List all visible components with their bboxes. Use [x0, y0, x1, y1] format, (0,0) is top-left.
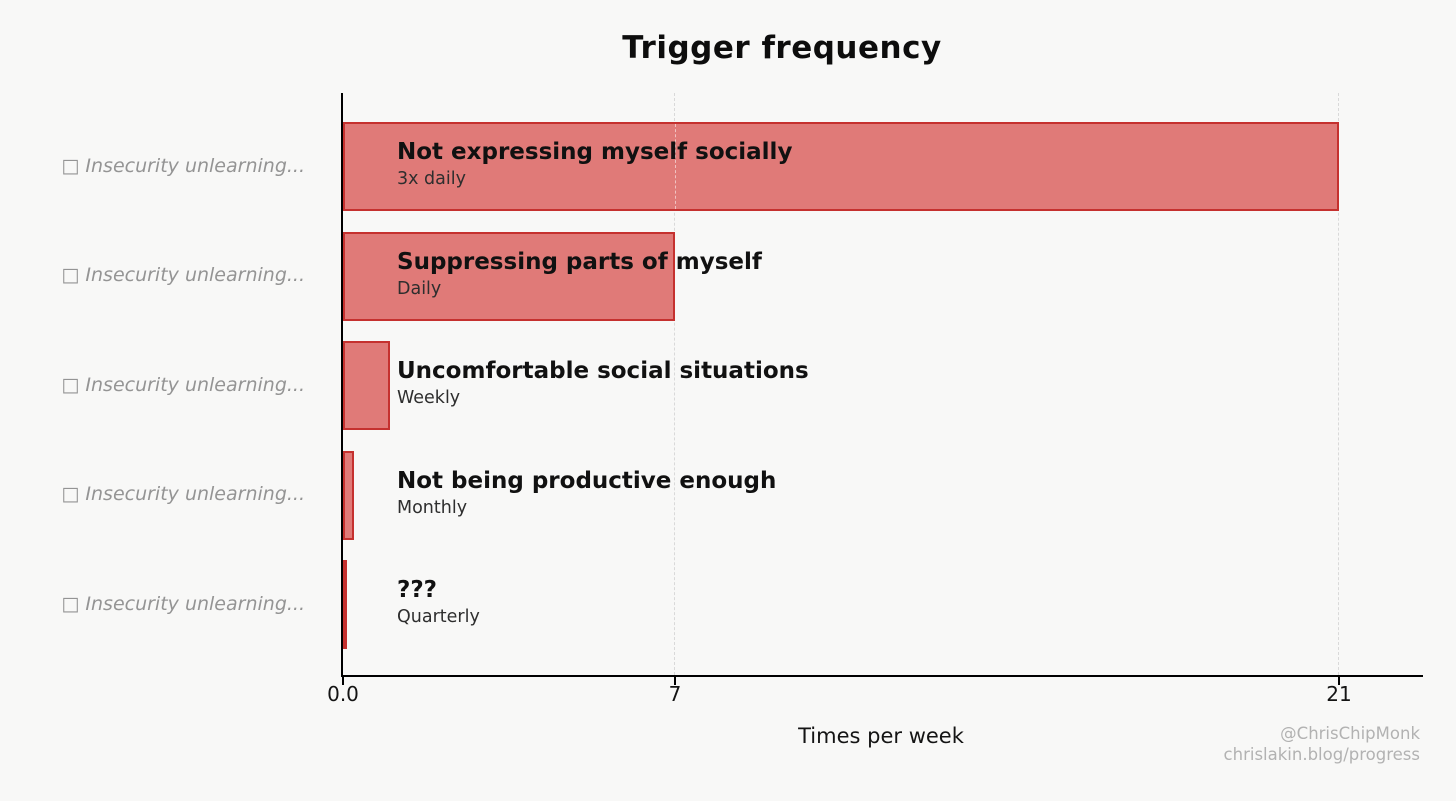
watermark-handle: @ChrisChipMonk	[1280, 724, 1420, 743]
bar	[343, 231, 675, 321]
gridline	[1338, 93, 1340, 675]
plot-area: Not expressing myself socially 3x daily Su…	[327, 93, 1423, 706]
watermark: @ChrisChipMonk chrislakin.blog/progress	[1224, 723, 1420, 765]
x-axis-label: Times per week	[798, 724, 964, 748]
bar-frequency: Daily	[397, 278, 442, 299]
bar-label: ???	[397, 577, 438, 604]
x-tick-mark	[1338, 677, 1341, 685]
gridline	[674, 93, 675, 675]
x-tick-label: 7	[668, 682, 682, 706]
bar-frequency: Monthly	[397, 497, 468, 518]
bar-annotation: Not expressing myself socially 3x daily	[397, 138, 792, 191]
bar-annotation: Not being productive enough Monthly	[397, 467, 776, 520]
x-tick-mark	[342, 677, 344, 685]
bar	[343, 341, 391, 431]
bar	[343, 560, 347, 650]
y-tick-label: □ Insecurity unlearning...	[61, 483, 305, 506]
bar-annotation: Suppressing parts of myself Daily	[397, 248, 762, 301]
x-tick-label: 0.0	[327, 682, 359, 706]
bar-label: Suppressing parts of myself	[397, 248, 762, 275]
bar-annotation: ??? Quarterly	[397, 576, 480, 629]
y-tick-label: □ Insecurity unlearning...	[61, 592, 305, 615]
bar-label: Uncomfortable social situations	[397, 358, 809, 385]
bar-annotation: Uncomfortable social situations Weekly	[397, 357, 809, 410]
bar-frequency: Quarterly	[397, 607, 480, 628]
y-tick-label: □ Insecurity unlearning...	[61, 373, 305, 396]
x-tick-mark	[674, 677, 676, 685]
chart-title: Trigger frequency	[622, 30, 942, 66]
gridline-overlay	[675, 124, 676, 209]
bar-frequency: 3x daily	[397, 169, 466, 189]
bar-label: Not being productive enough	[397, 467, 777, 494]
bar-label: Not expressing myself socially	[397, 139, 793, 165]
y-tick-label: □ Insecurity unlearning...	[61, 264, 305, 287]
watermark-url: chrislakin.blog/progress	[1223, 745, 1420, 764]
bar	[343, 122, 1340, 211]
bar-frequency: Weekly	[397, 388, 461, 409]
bar	[343, 450, 354, 540]
x-tick-label: 21	[1326, 682, 1352, 706]
y-tick-label: □ Insecurity unlearning...	[61, 154, 305, 177]
